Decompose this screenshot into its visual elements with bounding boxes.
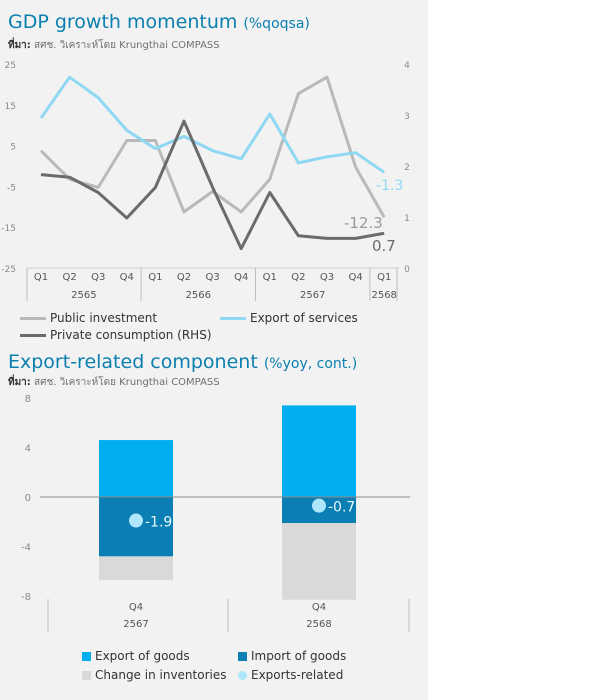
y-tick-label: -8 bbox=[21, 592, 31, 603]
chart1-title-unit: (%qoqsa) bbox=[243, 16, 310, 32]
gdp-momentum-chart: 25 15 5 -5 -15 -25 4 3 2 1 0 Q1 Q2 Q3 Q4 Q1 Q2 Q3 Q4 Q1 Q2 Q3… bbox=[1, 61, 410, 301]
exports-related-label: -0.7 bbox=[328, 500, 355, 516]
source-label: ที่มา: bbox=[8, 377, 31, 388]
right-tick-label: 1 bbox=[404, 214, 410, 224]
legend-label: Change in inventories bbox=[95, 668, 227, 682]
export-of-goods-bar bbox=[99, 440, 173, 497]
legend-swatch bbox=[238, 651, 247, 661]
legend-label: Public investment bbox=[50, 311, 158, 325]
export-component-chart: 8 4 0 -4 -8 -1.9 Q4 2567 -0.7 Q4 2568 bbox=[21, 394, 410, 632]
quarter-tick-label: Q1 bbox=[148, 272, 162, 283]
chart2-title: Export-related component (%yoy, cont.) bbox=[8, 351, 358, 373]
change-in-inventories-bar bbox=[99, 556, 173, 580]
legend-public-investment: Public investment bbox=[20, 311, 157, 325]
right-tick-label: 0 bbox=[404, 265, 410, 275]
quarter-tick-label: Q4 bbox=[120, 272, 134, 283]
legend-swatch bbox=[20, 333, 46, 337]
quarter-tick-label: Q2 bbox=[62, 272, 76, 283]
left-tick-label: 5 bbox=[10, 143, 16, 153]
exports-related-label: -1.9 bbox=[145, 515, 172, 531]
y-tick-label: -4 bbox=[21, 543, 31, 554]
chart1-title: GDP growth momentum (%qoqsa) bbox=[8, 11, 310, 33]
year-tick-label: 2567 bbox=[300, 290, 325, 301]
left-tick-label: 15 bbox=[5, 102, 16, 112]
chart1-source: ที่มา: สศช. วิเคราะห์โดย Krungthai COMPA… bbox=[8, 38, 220, 53]
chart2-title-unit: (%yoy, cont.) bbox=[263, 356, 358, 372]
legend-import-of-goods: Import of goods bbox=[238, 649, 346, 663]
legend-export-of-services: Export of services bbox=[220, 311, 358, 325]
legend-label: Private consumption (RHS) bbox=[50, 328, 212, 342]
quarter-tick-label: Q4 bbox=[348, 272, 362, 283]
year-tick-label: 2566 bbox=[186, 290, 211, 301]
year-tick-label: 2568 bbox=[371, 290, 396, 301]
legend-exports-related: Exports-related bbox=[238, 668, 343, 682]
category-year-label: 2568 bbox=[306, 619, 331, 630]
legend-swatch bbox=[20, 316, 46, 320]
export-of-services-end-label: -1.3 bbox=[376, 178, 403, 194]
y-tick-label: 0 bbox=[25, 493, 31, 504]
source-text: สศช. วิเคราะห์โดย Krungthai COMPASS bbox=[30, 377, 220, 388]
legend-swatch bbox=[238, 670, 247, 680]
legend-label: Export of goods bbox=[95, 649, 190, 663]
legend-swatch bbox=[82, 670, 91, 680]
right-tick-label: 4 bbox=[404, 61, 410, 71]
export-of-services-line bbox=[39, 75, 386, 174]
y-tick-label: 4 bbox=[25, 444, 31, 455]
change-in-inventories-bar bbox=[282, 522, 356, 600]
quarter-tick-label: Q3 bbox=[205, 272, 219, 283]
exports-related-dot bbox=[312, 498, 326, 513]
right-tick-label: 3 bbox=[404, 112, 410, 122]
category-year-label: 2567 bbox=[123, 619, 148, 630]
source-text: สศช. วิเคราะห์โดย Krungthai COMPASS bbox=[30, 40, 220, 51]
source-label: ที่มา: bbox=[8, 40, 31, 51]
y-tick-label: 8 bbox=[25, 394, 31, 405]
chart2-source: ที่มา: สศช. วิเคราะห์โดย Krungthai COMPA… bbox=[8, 375, 220, 390]
legend-private-consumption: Private consumption (RHS) bbox=[20, 328, 212, 342]
legend-label: Export of services bbox=[250, 311, 358, 325]
quarter-tick-label: Q4 bbox=[234, 272, 248, 283]
quarter-tick-label: Q2 bbox=[177, 272, 191, 283]
left-tick-label: 25 bbox=[5, 61, 16, 71]
exports-related-dot bbox=[129, 513, 143, 528]
quarter-tick-label: Q2 bbox=[291, 272, 305, 283]
quarter-tick-label: Q1 bbox=[377, 272, 391, 283]
chart2-legend: Export of goods Import of goods Change i… bbox=[82, 649, 422, 685]
quarter-tick-label: Q1 bbox=[263, 272, 277, 283]
legend-swatch bbox=[82, 651, 91, 661]
category-quarter-label: Q4 bbox=[312, 602, 326, 613]
export-of-goods-bar bbox=[282, 405, 356, 497]
left-tick-label: -15 bbox=[1, 224, 16, 234]
private-consumption-end-label: 0.7 bbox=[372, 237, 396, 255]
legend-change-in-inventories: Change in inventories bbox=[82, 668, 227, 682]
legend-export-of-goods: Export of goods bbox=[82, 649, 190, 663]
public-investment-line bbox=[39, 75, 386, 218]
quarter-tick-label: Q1 bbox=[34, 272, 48, 283]
chart-panel bbox=[0, 0, 428, 700]
legend-swatch bbox=[220, 316, 246, 320]
public-investment-end-label: -12.3 bbox=[344, 214, 383, 232]
chart1-legend: Public investment Export of services Pri… bbox=[20, 311, 420, 345]
legend-label: Import of goods bbox=[251, 649, 347, 663]
left-tick-label: -5 bbox=[7, 183, 16, 193]
quarter-tick-label: Q3 bbox=[91, 272, 105, 283]
year-tick-label: 2565 bbox=[71, 290, 96, 301]
legend-label: Exports-related bbox=[251, 668, 344, 682]
right-tick-label: 2 bbox=[404, 163, 410, 173]
left-tick-label: -25 bbox=[1, 265, 16, 275]
quarter-tick-label: Q3 bbox=[320, 272, 334, 283]
category-quarter-label: Q4 bbox=[129, 602, 143, 613]
private-consumption-line bbox=[40, 119, 385, 251]
